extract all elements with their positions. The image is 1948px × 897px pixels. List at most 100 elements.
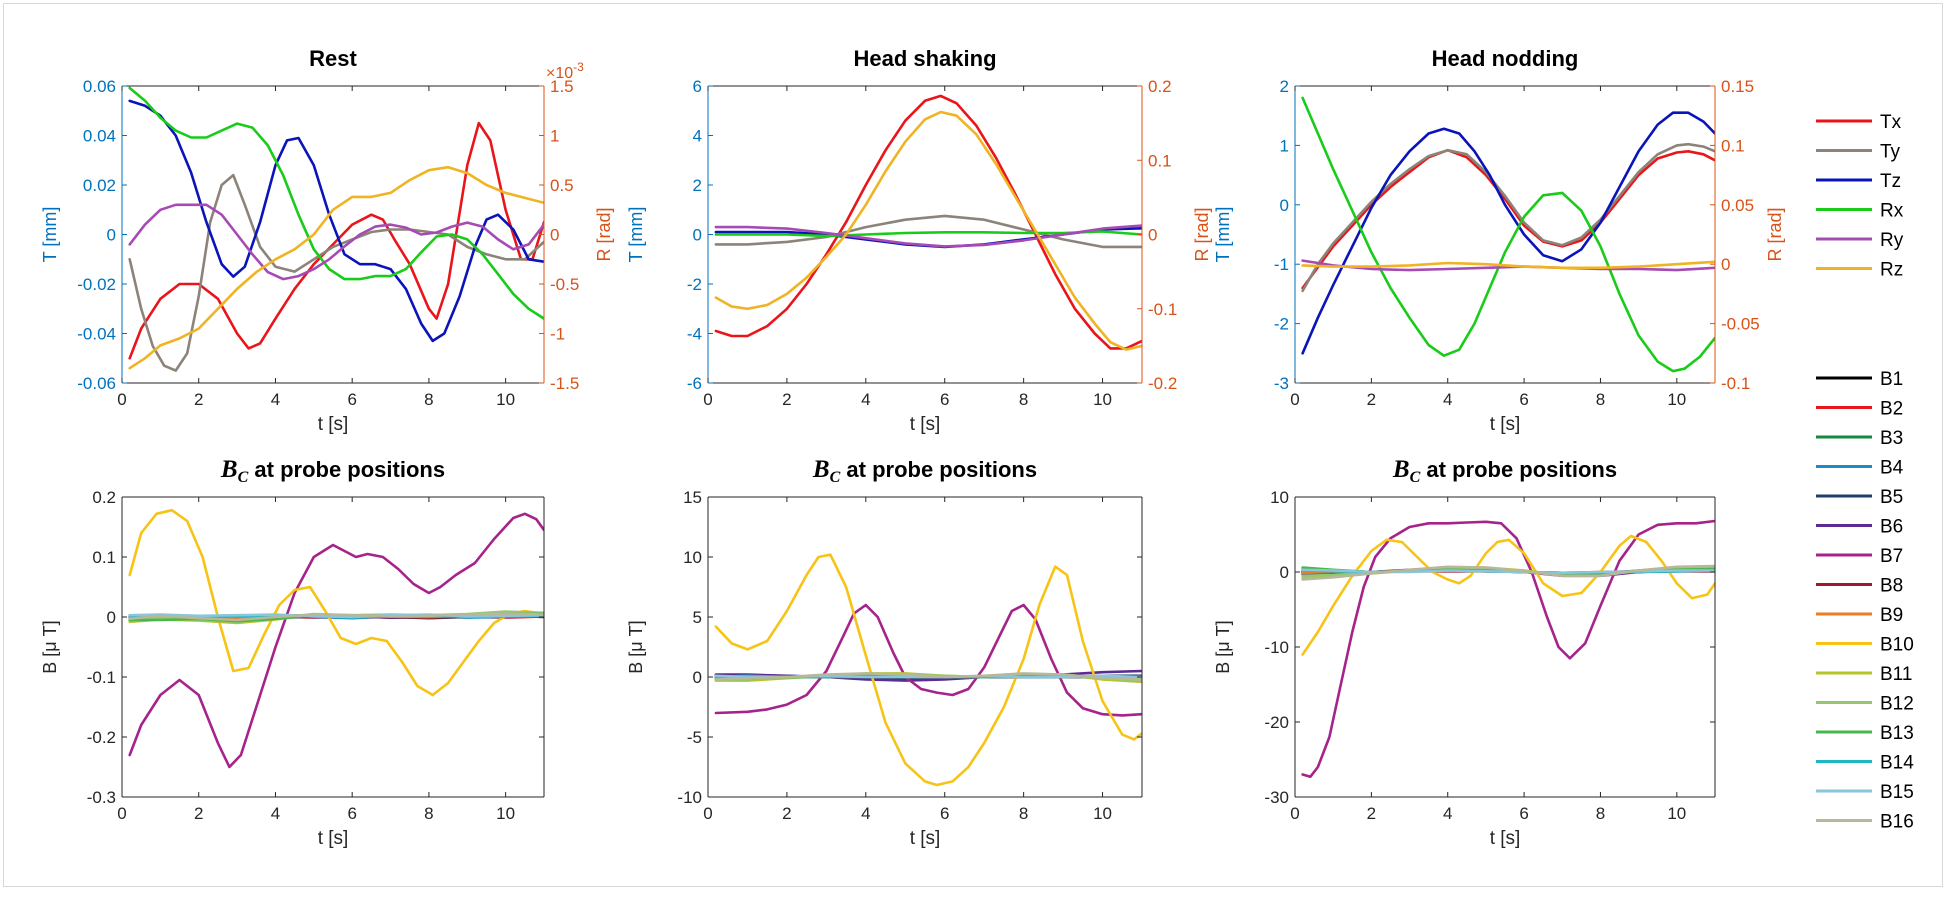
legend-label-b10: B10	[1880, 635, 1914, 656]
series-line-b10	[714, 553, 1142, 787]
series-group	[1301, 96, 1715, 373]
x-tick-label: 0	[1290, 390, 1299, 409]
legend-label-rx: Rx	[1880, 201, 1904, 222]
y-right-axis-label: R [rad]	[594, 207, 614, 261]
series-group	[714, 94, 1142, 351]
x-tick-label: 10	[1667, 390, 1686, 409]
y-tick-label: -0.1	[87, 668, 116, 687]
series-line-tz	[1301, 111, 1715, 355]
x-tick-label: 10	[496, 804, 515, 823]
y-tick-label: 0	[693, 226, 702, 245]
x-tick-label: 6	[940, 390, 949, 409]
legend-crop-mask	[1906, 100, 1942, 280]
y-tick-label: 0	[107, 226, 116, 245]
series-line-rx	[1301, 96, 1715, 373]
y-right-tick-label: 0	[550, 226, 559, 245]
y-tick-label: -10	[1264, 638, 1289, 657]
y-axis-label: T [mm]	[626, 207, 646, 263]
y-tick-label: 0	[1280, 563, 1289, 582]
series-line-tz	[128, 99, 544, 343]
chart-title: Head shaking	[853, 46, 996, 71]
x-tick-label: 4	[1443, 804, 1452, 823]
y-axis-label: B [μ T]	[40, 620, 60, 673]
y-axis-label: B [μ T]	[1213, 620, 1233, 673]
x-axis-label: t [s]	[910, 828, 941, 849]
x-axis-label: t [s]	[318, 828, 349, 849]
y-right-tick-label: 0.15	[1721, 77, 1754, 96]
y-right-tick-label: 0.1	[1721, 136, 1745, 155]
title-text: at probe positions	[840, 457, 1037, 482]
y-right-tick-label: -1.5	[550, 374, 579, 393]
x-axis-label: t [s]	[1490, 828, 1521, 849]
y-tick-label: -20	[1264, 713, 1289, 732]
y-tick-label: 4	[693, 127, 702, 146]
x-tick-label: 0	[117, 804, 126, 823]
chart-title: Rest	[309, 46, 357, 71]
x-tick-label: 8	[1596, 390, 1605, 409]
y-right-tick-label: 0.2	[1148, 77, 1172, 96]
x-tick-label: 6	[1519, 804, 1528, 823]
y-right-tick-label: -0.1	[1148, 300, 1177, 319]
title-subscript: C	[830, 469, 841, 486]
series-line-b10	[128, 508, 544, 697]
legend-label-b14: B14	[1880, 753, 1914, 774]
x-axis-label: t [s]	[318, 414, 349, 435]
y-tick-label: 1	[1280, 136, 1289, 155]
title-symbol: B	[1392, 456, 1410, 483]
series-line-ry	[714, 224, 1142, 248]
y-right-axis-label: R [rad]	[1765, 207, 1785, 261]
x-tick-label: 2	[194, 390, 203, 409]
series-line-tx	[714, 94, 1142, 350]
x-tick-label: 0	[703, 804, 712, 823]
y-tick-label: -0.04	[77, 325, 116, 344]
series-line-tx	[1301, 148, 1715, 290]
legend-label-b6: B6	[1880, 517, 1903, 538]
legend-label-tz: Tz	[1880, 171, 1901, 192]
x-tick-label: 0	[703, 390, 712, 409]
y-tick-label: -0.3	[87, 788, 116, 807]
series-line-b7	[128, 512, 544, 769]
y-right-axis-label: R [rad]	[1192, 207, 1212, 261]
legend-motion: Tx Ty Tz Rx Ry Rz	[1816, 112, 1904, 281]
y-tick-label: 5	[693, 608, 702, 627]
series-line-ty	[714, 214, 1142, 249]
x-tick-label: 2	[782, 390, 791, 409]
legend-label-b8: B8	[1880, 576, 1903, 597]
x-tick-label: 8	[1596, 804, 1605, 823]
series-line-ry	[128, 203, 544, 281]
x-tick-label: 2	[782, 804, 791, 823]
chart-panel-5: 0 2 4 6 8 10 -10 -5 0 5 10 15 B [μ T] t [s] BC at prob…	[626, 456, 1143, 849]
series-line-b15	[128, 613, 544, 619]
x-tick-label: 2	[1367, 390, 1376, 409]
y-tick-label: 6	[693, 77, 702, 96]
y-tick-label: -4	[687, 325, 702, 344]
legend-label-ry: Ry	[1880, 230, 1904, 251]
series-line-ty	[1301, 142, 1715, 293]
legend-label-b5: B5	[1880, 487, 1903, 508]
title-symbol: B	[220, 456, 238, 483]
legend-label-rz: Rz	[1880, 260, 1903, 281]
legend-label-b4: B4	[1880, 458, 1904, 479]
y-tick-label: -2	[687, 275, 702, 294]
legend-label-b7: B7	[1880, 546, 1903, 567]
title-subscript: C	[238, 469, 249, 486]
y-tick-label: -0.2	[87, 728, 116, 747]
series-group	[1301, 519, 1715, 779]
x-tick-label: 4	[861, 390, 870, 409]
y-right-tick-label: -0.05	[1721, 315, 1760, 334]
x-axis-label: t [s]	[910, 414, 941, 435]
y-tick-label: 10	[1270, 488, 1289, 507]
x-tick-label: 8	[1019, 390, 1028, 409]
y-right-tick-label: 0	[1721, 255, 1730, 274]
chart-title: BC at probe positions	[812, 456, 1037, 486]
y-tick-label: -2	[1274, 315, 1289, 334]
series-line-b16	[128, 612, 544, 622]
y-tick-label: 2	[1280, 77, 1289, 96]
title-text: at probe positions	[248, 457, 445, 482]
exponent-base: ×10	[546, 65, 573, 82]
series-line-rz	[714, 110, 1142, 351]
y-tick-label: -10	[677, 788, 702, 807]
chart-panel-2: 0 2 4 6 8 10 -6 -4 -2 0 2 4 6 -0.2 -0.1 0 0.1 0.2 R [rad] T…	[626, 46, 1212, 435]
